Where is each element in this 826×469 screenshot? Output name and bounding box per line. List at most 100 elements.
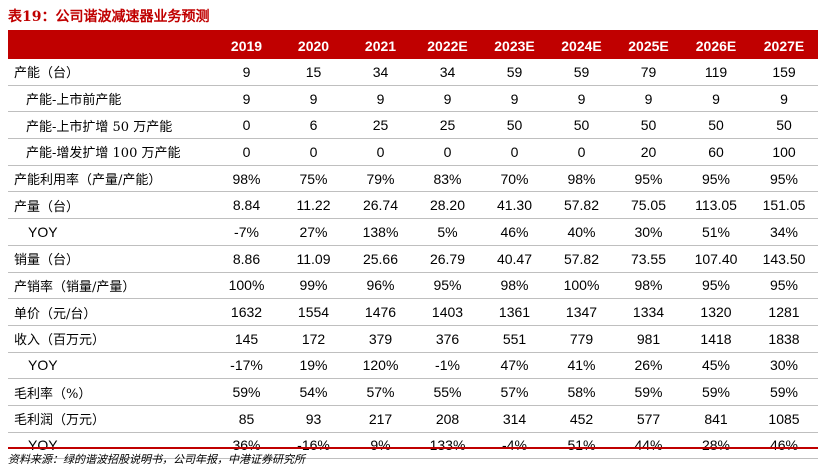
table-row: YOY -7% 27% 138% 5% 46% 40% 30% 51% 34%: [8, 218, 818, 246]
year-header: 2024E: [548, 32, 615, 59]
table-cell: 50: [750, 111, 818, 140]
table-cell: 47%: [481, 352, 548, 380]
table-cell: 208: [414, 405, 481, 433]
table-cell: 59: [548, 59, 615, 86]
table-cell: 1085: [750, 405, 818, 433]
table-cell: 98%: [548, 165, 615, 193]
year-header: 2026E: [682, 32, 750, 59]
table-cell: 59%: [213, 378, 280, 406]
row-label: 单价（元/台）: [8, 298, 213, 326]
table-cell: 100%: [213, 272, 280, 300]
forecast-table: 2019 2020 2021 2022E 2023E 2024E 2025E 2…: [8, 32, 818, 460]
table-cell: 0: [548, 138, 615, 166]
year-header: 2027E: [750, 32, 818, 59]
table-cell: 59%: [750, 378, 818, 406]
table-cell: 1838: [750, 325, 818, 353]
table-cell: 51%: [548, 432, 615, 460]
row-label: 产能-上市扩增 50 万产能: [8, 111, 213, 140]
table-row: YOY 36% -16% 9% 133% -4% 51% 44% 28% 46%: [8, 432, 818, 460]
table-cell: 95%: [682, 165, 750, 193]
table-cell: 133%: [414, 432, 481, 460]
table-cell: 159: [750, 59, 818, 86]
table-cell: 26.79: [414, 245, 481, 273]
row-label: 产能（台）: [8, 59, 213, 86]
table-cell: 9: [682, 85, 750, 113]
table-cell: 50: [481, 111, 548, 140]
table-cell: 1476: [347, 298, 414, 326]
table-cell: 9: [548, 85, 615, 113]
table-cell: 379: [347, 325, 414, 353]
table-cell: 120%: [347, 352, 414, 380]
row-label: 产能-增发扩增 100 万产能: [8, 138, 213, 166]
table-cell: 59: [481, 59, 548, 86]
row-label: YOY: [8, 432, 213, 460]
table-cell: 376: [414, 325, 481, 353]
table-cell: 59%: [615, 378, 682, 406]
table-cell: 6: [280, 111, 347, 140]
row-label: 毛利润（万元）: [8, 405, 213, 433]
table-cell: 25: [347, 111, 414, 140]
table-cell: 54%: [280, 378, 347, 406]
table-cell: 1320: [682, 298, 750, 326]
table-cell: 50: [682, 111, 750, 140]
table-cell: 34: [414, 59, 481, 86]
row-label: YOY: [8, 218, 213, 246]
table-cell: 57.82: [548, 191, 615, 220]
table-cell: 93: [280, 405, 347, 433]
table-cell: 1361: [481, 298, 548, 326]
table-cell: 1554: [280, 298, 347, 326]
table-cell: 79: [615, 59, 682, 86]
table-cell: 99%: [280, 272, 347, 300]
year-header: 2022E: [414, 32, 481, 59]
table-cell: 145: [213, 325, 280, 353]
table-cell: 55%: [414, 378, 481, 406]
table-cell: 452: [548, 405, 615, 433]
top-rule: [8, 30, 818, 32]
table-cell: 9: [414, 85, 481, 113]
table-cell: 50: [548, 111, 615, 140]
table-cell: 26.74: [347, 191, 414, 220]
table-row: 产量（台） 8.84 11.22 26.74 28.20 41.30 57.82 75.05 1…: [8, 191, 818, 220]
table-cell: 107.40: [682, 245, 750, 273]
year-header: 2025E: [615, 32, 682, 59]
table-cell: 46%: [481, 218, 548, 246]
table-cell: 34%: [750, 218, 818, 246]
table-cell: 9%: [347, 432, 414, 460]
table-cell: 59%: [682, 378, 750, 406]
table-cell: 5%: [414, 218, 481, 246]
table-cell: 0: [347, 138, 414, 166]
table-cell: 1418: [682, 325, 750, 353]
table-cell: 0: [481, 138, 548, 166]
table-cell: 0: [414, 138, 481, 166]
table-cell: 95%: [615, 165, 682, 193]
table-cell: 1334: [615, 298, 682, 326]
table-cell: 79%: [347, 165, 414, 193]
table-cell: 11.22: [280, 191, 347, 220]
table-cell: 98%: [615, 272, 682, 300]
table-cell: 57%: [481, 378, 548, 406]
table-cell: 981: [615, 325, 682, 353]
row-label: 产能利用率（产量/产能）: [8, 165, 213, 193]
table-cell: 73.55: [615, 245, 682, 273]
table-cell: 138%: [347, 218, 414, 246]
table-cell: 1347: [548, 298, 615, 326]
table-cell: 75%: [280, 165, 347, 193]
table-cell: 28.20: [414, 191, 481, 220]
table-cell: 143.50: [750, 245, 818, 273]
row-label: 销量（台）: [8, 245, 213, 273]
table-cell: 98%: [481, 272, 548, 300]
table-cell: 57.82: [548, 245, 615, 273]
table-cell: 25: [414, 111, 481, 140]
table-cell: 0: [213, 138, 280, 166]
table-row: 产能-上市扩增 50 万产能 0 6 25 25 50 50 50 50 50: [8, 111, 818, 140]
table-cell: 95%: [682, 272, 750, 300]
table-cell: 27%: [280, 218, 347, 246]
table-cell: 0: [213, 111, 280, 140]
table-cell: 34: [347, 59, 414, 86]
table-row: 产能-上市前产能 9 9 9 9 9 9 9 9 9: [8, 85, 818, 113]
row-label: 收入（百万元）: [8, 325, 213, 353]
table-cell: 95%: [750, 165, 818, 193]
row-label: 产能-上市前产能: [8, 85, 213, 113]
table-cell: 9: [213, 85, 280, 113]
table-cell: 58%: [548, 378, 615, 406]
